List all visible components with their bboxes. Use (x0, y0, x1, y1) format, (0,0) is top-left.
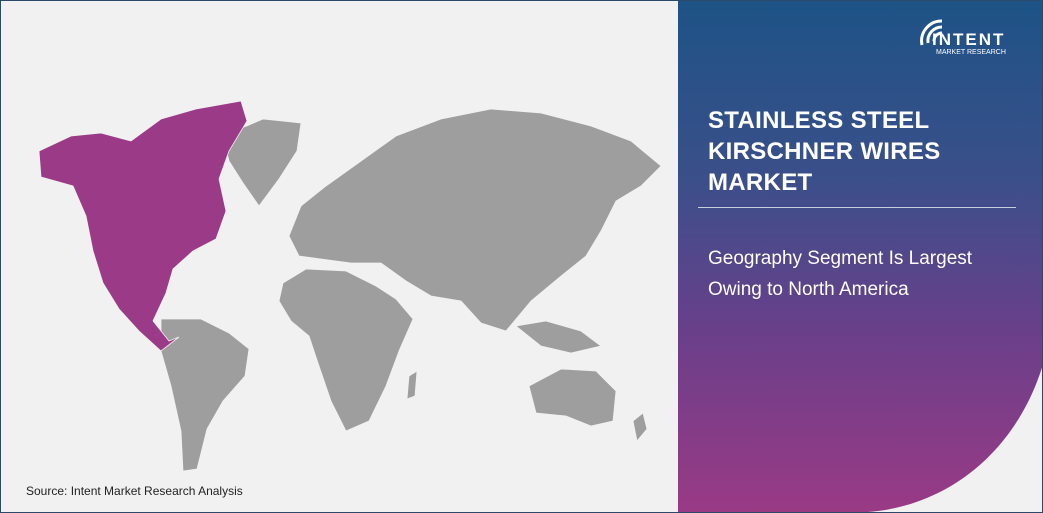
signal-icon (914, 11, 954, 51)
source-note: Source: Intent Market Research Analysis (26, 484, 243, 498)
title-panel: STAINLESS STEEL KIRSCHNER WIRES MARKET G… (678, 1, 1043, 512)
intent-logo: INTENT MARKET RESEARCH (914, 11, 1024, 59)
africa (278, 268, 414, 432)
divider (698, 207, 1016, 208)
new-zealand (632, 412, 648, 442)
world-map (38, 100, 662, 472)
europe-asia (288, 108, 662, 332)
greenland (222, 118, 302, 207)
south-america (160, 318, 250, 472)
logo-name: INTENT (932, 30, 1006, 49)
southeast-asia (515, 320, 602, 354)
north-america-highlight (38, 100, 248, 352)
report-title: STAINLESS STEEL KIRSCHNER WIRES MARKET (708, 107, 941, 196)
report-subtitle: Geography Segment Is Largest Owing to No… (708, 248, 973, 300)
madagascar (406, 370, 418, 400)
logo-tagline: MARKET RESEARCH (936, 49, 1006, 56)
australia (528, 368, 617, 427)
